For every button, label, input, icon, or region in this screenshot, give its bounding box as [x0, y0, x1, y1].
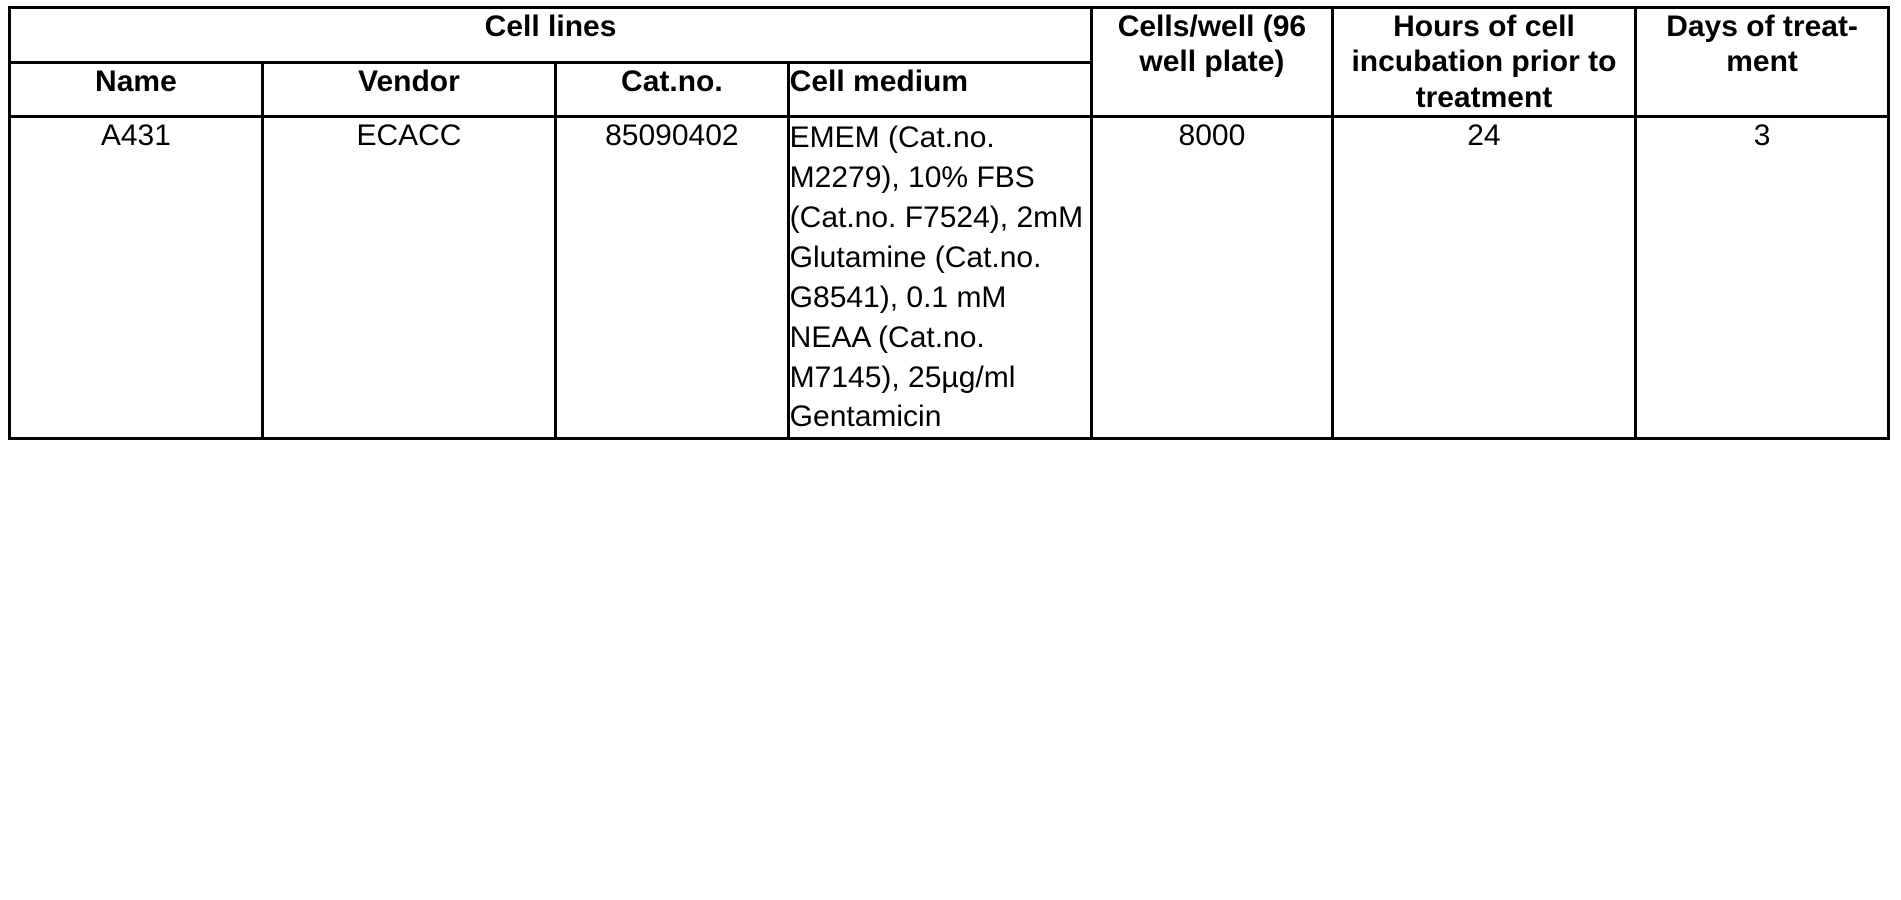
document-page: Cell lines Cells/well (96 well plate) Ho…: [0, 0, 1901, 900]
cell-catno: 85090402: [556, 117, 789, 439]
cell-vendor: ECACC: [262, 117, 555, 439]
header-cell-cell-lines: Cell lines: [10, 8, 1092, 63]
header-cell-cell-medium: Cell medium: [788, 62, 1091, 117]
header-cell-vendor: Vendor: [262, 62, 555, 117]
cell-hours: 24: [1332, 117, 1635, 439]
table-row: A431 ECACC 85090402 EMEM (Cat.no. M2279)…: [10, 117, 1889, 439]
header-cell-name: Name: [10, 62, 263, 117]
cell-name: A431: [10, 117, 263, 439]
cell-cells-per-well: 8000: [1092, 117, 1333, 439]
header-cell-cells-per-well: Cells/well (96 well plate): [1092, 8, 1333, 117]
header-cell-days-treatment: Days of treat-ment: [1636, 8, 1889, 117]
header-cell-hours-incubation: Hours of cell incubation prior to treatm…: [1332, 8, 1635, 117]
header-cell-catno: Cat.no.: [556, 62, 789, 117]
cell-days: 3: [1636, 117, 1889, 439]
cell-lines-table: Cell lines Cells/well (96 well plate) Ho…: [8, 6, 1890, 440]
table-header-row-group: Cell lines Cells/well (96 well plate) Ho…: [10, 8, 1889, 63]
cell-medium: EMEM (Cat.no. M2279), 10% FBS (Cat.no. F…: [788, 117, 1091, 439]
